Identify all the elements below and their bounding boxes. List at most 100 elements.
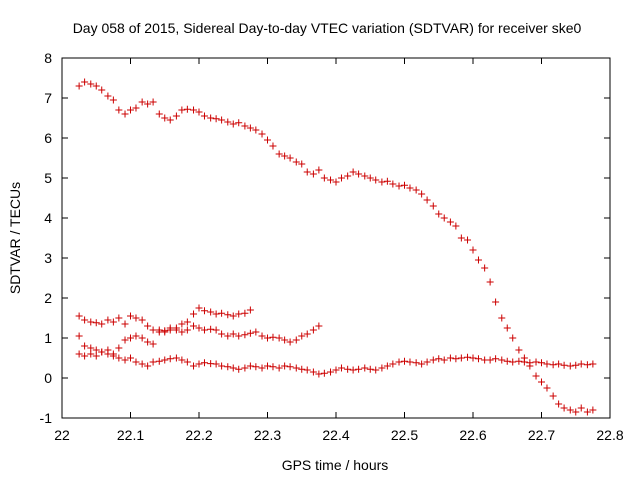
data-point (138, 98, 146, 106)
data-point (469, 246, 477, 254)
data-point (183, 326, 191, 334)
data-point (81, 342, 89, 350)
data-point (532, 372, 540, 380)
axis-ticks: 22 22.1 22.2 22.3 22.4 22.5 22.6 22.7 22.8 -1 0 1 2 3… (40, 50, 624, 443)
data-point (166, 116, 174, 124)
data-point (292, 158, 300, 166)
data-point (75, 312, 83, 320)
data-point (572, 408, 580, 416)
data-point (229, 364, 237, 372)
data-point (258, 364, 266, 372)
data-point (92, 82, 100, 90)
data-point (372, 176, 380, 184)
data-point (87, 80, 95, 88)
data-point (583, 361, 591, 369)
data-point (520, 358, 528, 366)
y-tick-label: 8 (44, 50, 52, 66)
data-point (149, 98, 157, 106)
data-point (127, 106, 134, 114)
data-point (132, 104, 140, 112)
data-point (195, 304, 203, 312)
data-point (577, 360, 585, 368)
data-point (200, 112, 208, 120)
data-point (178, 106, 186, 114)
data-point (195, 360, 203, 368)
data-point (200, 359, 208, 367)
data-point (281, 152, 289, 160)
data-point (121, 336, 129, 344)
data-point (98, 320, 106, 328)
data-point (486, 278, 494, 286)
data-point (246, 306, 254, 314)
data-point (555, 400, 563, 408)
data-point (246, 124, 254, 132)
data-point (429, 356, 437, 364)
data-point (303, 330, 311, 338)
data-point (281, 362, 289, 370)
data-point (401, 181, 408, 189)
data-point (401, 357, 408, 365)
data-point (269, 333, 277, 341)
data-point (464, 236, 472, 244)
x-tick-label: 22.3 (254, 427, 281, 443)
data-point (229, 120, 237, 128)
data-point (349, 168, 357, 176)
data-point (440, 214, 448, 222)
data-point (109, 352, 117, 360)
data-point (503, 324, 511, 332)
data-point (320, 369, 328, 377)
data-point (395, 182, 403, 190)
data-point (98, 86, 106, 94)
data-point (127, 334, 134, 342)
data-point (104, 316, 112, 324)
x-tick-label: 22.7 (528, 427, 555, 443)
data-point (361, 172, 369, 180)
data-point (577, 404, 585, 412)
data-point (418, 360, 426, 368)
data-point (149, 326, 157, 334)
data-point (412, 359, 420, 367)
data-point (87, 344, 95, 352)
data-point (178, 328, 186, 336)
data-point (509, 358, 517, 366)
data-point (423, 196, 431, 204)
x-tick-label: 22 (54, 427, 70, 443)
data-point (469, 354, 477, 362)
data-point (406, 358, 414, 366)
data-point (492, 298, 500, 306)
data-point (144, 338, 152, 346)
data-point (446, 354, 454, 362)
data-point (235, 310, 243, 318)
data-point (303, 168, 311, 176)
data-point (132, 332, 140, 340)
data-point (509, 334, 517, 342)
data-point (258, 130, 266, 138)
data-point (572, 361, 580, 369)
data-point (207, 308, 215, 316)
data-point (498, 314, 506, 322)
data-point (583, 408, 591, 416)
data-point (92, 319, 100, 327)
data-point (200, 307, 208, 315)
data-point (286, 338, 294, 346)
data-point (292, 336, 300, 344)
data-point (366, 365, 374, 373)
data-point (446, 218, 454, 226)
data-point (241, 331, 249, 339)
data-point (435, 355, 443, 363)
y-axis-label: SDTVAR / TECUs (7, 182, 23, 294)
data-point (190, 106, 198, 114)
data-point (503, 357, 511, 365)
data-point (589, 406, 597, 414)
data-point (241, 309, 249, 317)
chart-title: Day 058 of 2015, Sidereal Day-to-day VTE… (73, 20, 582, 36)
data-point (224, 311, 232, 319)
data-point (566, 362, 574, 370)
data-point (269, 142, 277, 150)
data-point (229, 312, 237, 320)
data-point (366, 174, 374, 182)
data-point (127, 312, 134, 320)
data-point (92, 346, 100, 354)
